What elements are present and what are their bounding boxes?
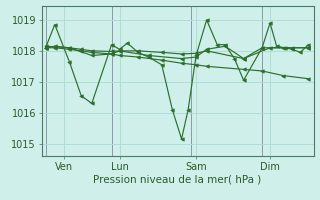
X-axis label: Pression niveau de la mer( hPa ): Pression niveau de la mer( hPa ) (93, 174, 262, 184)
